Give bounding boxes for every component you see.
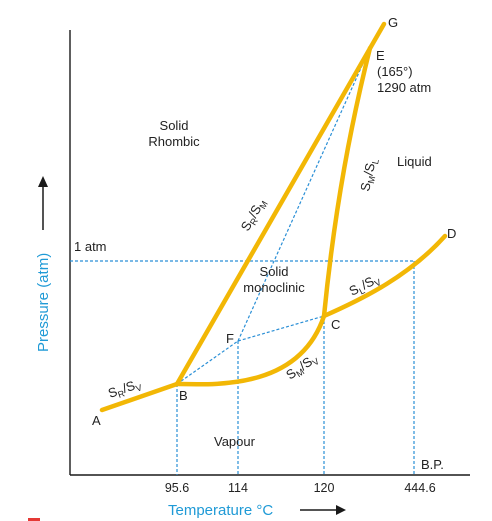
point-e-label: E — [376, 48, 385, 63]
region-monoclinic-line1: Solid — [260, 264, 289, 279]
region-rhombic-line2: Rhombic — [148, 134, 200, 149]
point-d-label: D — [447, 226, 456, 241]
region-vapour: Vapour — [214, 434, 256, 449]
x-tick-114: 114 — [228, 481, 248, 495]
x-tick-95-6: 95.6 — [165, 481, 189, 495]
x-axis-title: Temperature °C — [168, 502, 273, 519]
dashed-b-f — [176, 340, 239, 385]
curve-cd — [321, 233, 448, 319]
point-b-label: B — [179, 388, 188, 403]
guide-lines — [70, 47, 415, 475]
e-pressure-label: 1290 atm — [377, 80, 431, 95]
e-temperature-label: (165°) — [377, 64, 413, 79]
point-a-label: A — [92, 413, 101, 428]
region-liquid: Liquid — [397, 154, 432, 169]
region-monoclinic-line2: monoclinic — [243, 280, 305, 295]
curve-ab — [99, 381, 180, 413]
phase-curves — [99, 21, 448, 413]
y-axis-title: Pressure (atm) — [35, 253, 52, 352]
curve-label-sm-sl: SM/SL — [357, 157, 381, 193]
dashed-f-e — [237, 47, 371, 342]
point-f-label: F — [226, 331, 234, 346]
dashed-f-c — [237, 315, 325, 342]
curve-bg — [174, 21, 387, 387]
bp-label: B.P. — [421, 457, 444, 472]
region-rhombic-line1: Solid — [160, 118, 189, 133]
corner-mark — [28, 518, 40, 521]
one-atm-label: 1 atm — [74, 239, 107, 254]
curve-ce — [321, 45, 373, 319]
x-tick-120: 120 — [314, 481, 335, 495]
y-axis-arrow-icon — [38, 176, 48, 230]
curve-bc — [174, 313, 327, 387]
point-g-label: G — [388, 15, 398, 30]
x-tick-444-6: 444.6 — [404, 481, 435, 495]
point-c-label: C — [331, 317, 340, 332]
x-axis-arrow-icon — [300, 505, 346, 515]
